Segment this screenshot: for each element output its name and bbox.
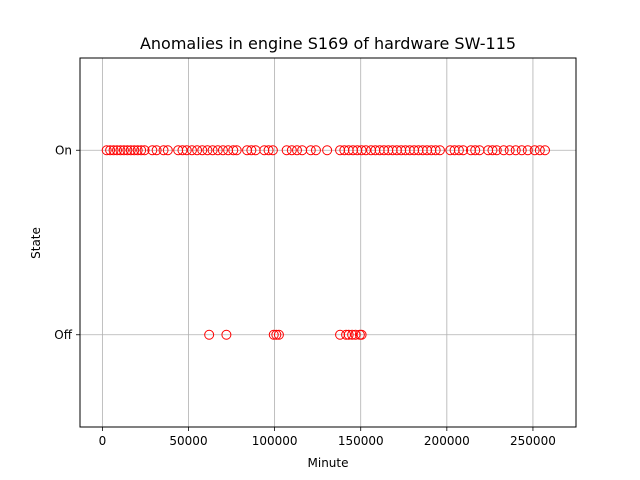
data-point (246, 145, 257, 156)
data-point (540, 145, 550, 156)
data-point (217, 145, 228, 156)
data-point (504, 145, 515, 156)
data-point (122, 145, 133, 156)
data-point (498, 145, 509, 156)
y-axis-label: State (29, 227, 43, 259)
data-point (491, 145, 502, 156)
data-point (430, 145, 441, 156)
data-point (322, 145, 333, 156)
data-point (286, 145, 297, 156)
data-point (522, 145, 533, 156)
data-point (263, 145, 274, 156)
data-point (132, 145, 143, 156)
chart-title: Anomalies in engine S169 of hardware SW-… (140, 34, 516, 53)
x-tick-label: 0 (99, 434, 107, 448)
x-tick-label: 250000 (510, 434, 556, 448)
y-tick-label: On (55, 143, 72, 157)
y-tick-label: Off (54, 328, 72, 342)
data-point (221, 329, 232, 340)
x-tick-label: 150000 (338, 434, 384, 448)
data-point (228, 145, 239, 156)
data-point (212, 145, 223, 156)
data-point (202, 145, 213, 156)
data-point (125, 145, 136, 156)
data-point (268, 329, 279, 340)
data-point (458, 145, 469, 156)
data-point (108, 145, 119, 156)
data-point (529, 145, 540, 156)
data-point (186, 145, 197, 156)
data-point (147, 145, 158, 156)
data-point (158, 145, 169, 156)
data-point (516, 145, 527, 156)
data-point (118, 145, 129, 156)
data-point (192, 145, 203, 156)
data-point (129, 145, 140, 156)
axis-ticks: 0 50000 100000 150000 200000 250000 Off On (54, 143, 556, 448)
data-point (273, 329, 284, 340)
data-point (162, 145, 173, 156)
x-axis-label: Minute (308, 456, 349, 470)
data-point (105, 145, 116, 156)
data-point (101, 145, 112, 156)
data-point (350, 329, 361, 340)
data-point (139, 145, 150, 156)
data-point (343, 329, 354, 340)
data-point (534, 145, 545, 156)
data-point (281, 145, 292, 156)
data-point (434, 145, 445, 156)
data-point (197, 145, 208, 156)
data-point (470, 145, 481, 156)
x-tick-label: 200000 (424, 434, 470, 448)
data-point (204, 329, 215, 340)
data-point (267, 145, 278, 156)
x-tick-label: 100000 (252, 434, 298, 448)
data-point (136, 145, 147, 156)
data-points (101, 145, 550, 340)
plot-area-frame (79, 57, 577, 428)
data-point (207, 145, 218, 156)
data-point (231, 145, 242, 156)
data-point (305, 145, 316, 156)
data-point (181, 145, 192, 156)
data-point (510, 145, 521, 156)
data-point (487, 145, 498, 156)
x-tick-label: 50000 (169, 434, 207, 448)
data-point (271, 329, 282, 340)
data-point (115, 145, 126, 156)
data-point (292, 145, 302, 156)
grid-lines (80, 58, 576, 427)
data-point (151, 145, 162, 156)
data-point (453, 145, 464, 156)
data-point (356, 329, 367, 340)
data-point (310, 145, 321, 156)
data-point (112, 145, 123, 156)
